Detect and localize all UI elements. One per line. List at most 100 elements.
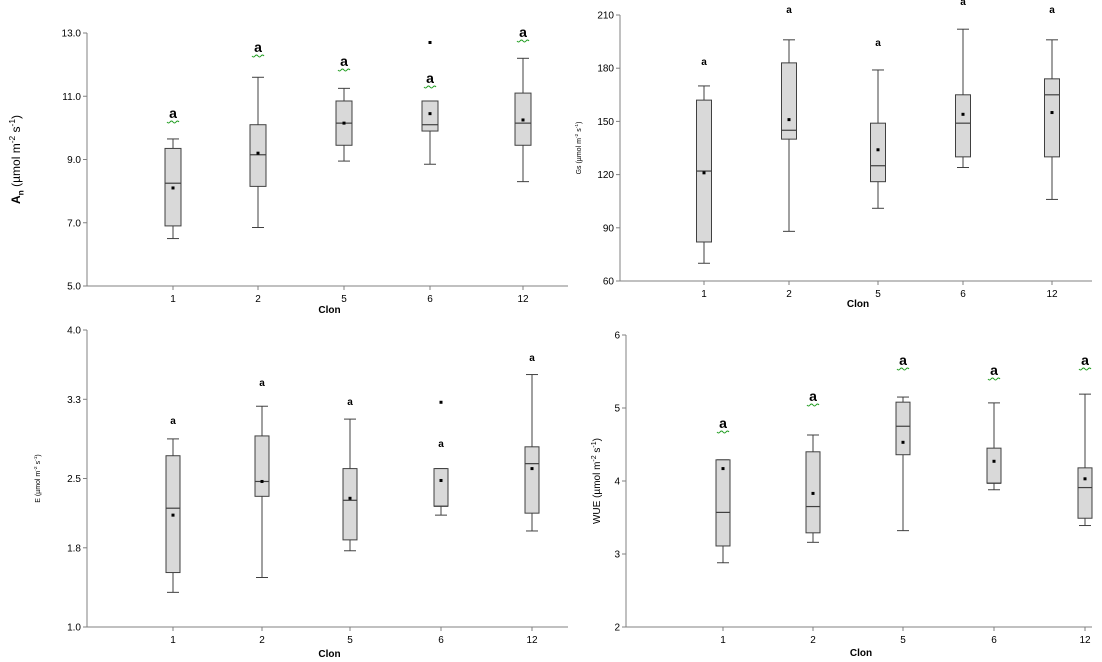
significance-letter: a (438, 439, 444, 450)
mean-point (260, 479, 264, 483)
spellcheck-squiggle (516, 39, 530, 43)
box-clon-6 (433, 468, 449, 516)
iqr-box (342, 468, 358, 541)
box-clon-2 (805, 434, 821, 543)
iqr-box (955, 94, 971, 158)
mean-point (1050, 111, 1054, 115)
spellcheck-squiggle (337, 68, 351, 72)
iqr-box (524, 446, 540, 514)
x-tick-label: 12 (1046, 289, 1058, 300)
box-clon-1 (165, 438, 181, 593)
y-tick-label: 2.5 (67, 474, 81, 485)
significance-letter: a (170, 416, 176, 427)
significance-letter: a (701, 57, 707, 68)
y-axis-title: Gs (µmol m-2 s-1) (574, 122, 583, 175)
mean-point (961, 112, 965, 116)
mean-point (348, 496, 352, 500)
x-tick-label: 1 (170, 294, 176, 305)
significance-letter: a (960, 0, 966, 8)
mean-point (721, 467, 725, 471)
spellcheck-squiggle (896, 367, 910, 371)
x-axis-title: Clon (850, 648, 872, 659)
mean-point (530, 467, 534, 471)
x-tick-label: 6 (427, 294, 433, 305)
spellcheck-squiggle (987, 377, 1001, 381)
x-tick-label: 2 (259, 635, 265, 646)
iqr-box (1044, 78, 1060, 158)
mean-point (702, 171, 706, 175)
y-tick-label: 6 (614, 331, 620, 342)
iqr-box (715, 459, 731, 547)
box-clon-12 (1077, 393, 1093, 527)
x-tick-label: 5 (347, 635, 353, 646)
box-clon-12 (514, 57, 532, 183)
mean-point (811, 491, 815, 495)
y-tick-label: 180 (597, 64, 614, 75)
y-axis-title: E (µmol m-2 s-1) (33, 454, 42, 503)
box-clon-6 (986, 402, 1002, 491)
x-tick-label: 6 (438, 635, 444, 646)
y-tick-label: 4 (614, 477, 620, 488)
spellcheck-squiggle (806, 403, 820, 407)
iqr-box (421, 100, 439, 132)
y-tick-label: 2 (614, 623, 620, 634)
mean-point (428, 112, 432, 116)
mean-point (1083, 477, 1087, 481)
significance-letter: a (259, 378, 265, 389)
y-tick-label: 60 (603, 277, 615, 288)
mean-point (787, 118, 791, 122)
x-tick-label: 5 (341, 294, 347, 305)
x-tick-label: 2 (786, 289, 792, 300)
x-tick-label: 1 (701, 289, 707, 300)
significance-letter: a (254, 39, 262, 55)
significance-letter: a (1049, 5, 1055, 16)
mean-point (876, 148, 880, 152)
significance-letter: a (899, 352, 907, 368)
box-clon-5 (342, 418, 358, 552)
y-tick-label: 150 (597, 117, 614, 128)
spellcheck-squiggle (716, 430, 730, 434)
y-tick-label: 90 (603, 223, 615, 234)
iqr-box (895, 401, 911, 456)
significance-letter: a (340, 53, 348, 69)
y-tick-label: 5.0 (67, 282, 81, 293)
box-clon-6 (955, 28, 971, 169)
x-tick-label: 5 (900, 635, 906, 646)
iqr-box (781, 62, 797, 140)
significance-letter: a (786, 5, 792, 16)
x-tick-label: 2 (255, 294, 261, 305)
significance-letter: a (426, 70, 434, 86)
significance-letter: a (719, 415, 727, 431)
box-clon-1 (715, 459, 731, 564)
significance-letter: a (809, 388, 817, 404)
iqr-box (249, 124, 267, 187)
x-tick-label: 12 (1079, 635, 1091, 646)
y-tick-label: 210 (597, 11, 614, 22)
x-axis-title: Clon (318, 649, 340, 660)
mean-point (171, 513, 175, 517)
box-clon-2 (781, 39, 797, 232)
box-clon-5 (895, 396, 911, 532)
x-tick-label: 12 (517, 294, 529, 305)
mean-point (901, 440, 905, 444)
x-axis-title: Clon (847, 299, 869, 310)
x-tick-label: 6 (960, 289, 966, 300)
iqr-box (254, 435, 270, 497)
significance-letter: a (529, 353, 535, 364)
significance-letter: a (875, 38, 881, 49)
mean-point (342, 121, 346, 125)
iqr-box (433, 468, 449, 507)
outlier-point (439, 400, 443, 404)
iqr-box (870, 122, 886, 183)
significance-letter: a (169, 105, 177, 121)
iqr-box (986, 447, 1002, 484)
y-tick-label: 1.8 (67, 543, 81, 554)
significance-letter: a (519, 24, 527, 40)
x-tick-label: 6 (991, 635, 997, 646)
x-tick-label: 2 (810, 635, 816, 646)
y-axis-title: WUE (µmol m-2 s-1) (591, 438, 603, 524)
